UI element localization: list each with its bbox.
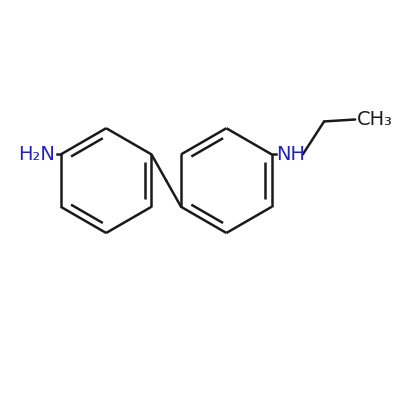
Text: NH: NH xyxy=(276,145,306,164)
Text: H₂N: H₂N xyxy=(18,145,55,164)
Text: CH₃: CH₃ xyxy=(357,110,393,129)
